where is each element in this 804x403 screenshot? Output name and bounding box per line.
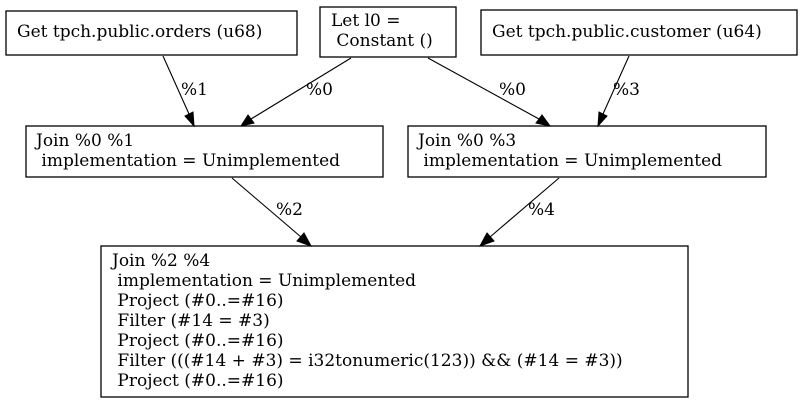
node-join-0-3-line-1: Join %0 %3 — [416, 131, 516, 151]
node-get-customer: Get tpch.public.customer (u64) — [480, 9, 798, 56]
node-join-2-4-line-1: Join %2 %4 — [110, 251, 210, 271]
edge-customer-to-join03: %3 — [597, 55, 640, 128]
node-join-2-4-line-7: Project (#0..=#16) — [112, 371, 284, 391]
node-join-2-4-line-6: Filter (((#14 + #3) = i32tonumeric(123))… — [112, 351, 623, 371]
arrowhead-icon — [184, 111, 195, 128]
node-let-l0-line-1: Let l0 = — [331, 11, 401, 31]
arrowhead-icon — [478, 232, 495, 247]
edge-label-percent-0-right: %0 — [499, 80, 526, 100]
node-join-2-4-line-2: implementation = Unimplemented — [112, 271, 416, 291]
node-get-customer-line-1: Get tpch.public.customer (u64) — [492, 22, 762, 42]
node-join-2-4: Join %2 %4 implementation = Unimplemente… — [100, 245, 689, 398]
edge-join03-to-join24: %4 — [478, 177, 560, 247]
node-join-0-1: Join %0 %1 implementation = Unimplemente… — [25, 125, 384, 178]
node-join-0-1-line-2: implementation = Unimplemented — [36, 151, 340, 171]
edge-let-to-join03: %0 — [427, 57, 552, 127]
node-join-0-3-line-2: implementation = Unimplemented — [418, 151, 722, 171]
node-let-l0: Let l0 = Constant () — [319, 6, 457, 58]
node-join-0-3: Join %0 %3 implementation = Unimplemente… — [407, 125, 767, 178]
arrowhead-icon — [239, 114, 255, 127]
edge-label-percent-0-left: %0 — [306, 80, 333, 100]
node-join-0-1-line-1: Join %0 %1 — [34, 131, 134, 151]
edge-join01-to-join24: %2 — [231, 177, 313, 247]
edge-label-percent-4: %4 — [528, 200, 555, 220]
edge-label-percent-3: %3 — [613, 80, 640, 100]
node-join-2-4-line-5: Project (#0..=#16) — [112, 331, 284, 351]
arrowhead-icon — [597, 111, 608, 128]
edge-let-to-join01: %0 — [239, 57, 352, 127]
node-join-2-4-line-4: Filter (#14 = #3) — [112, 311, 270, 331]
node-get-orders-line-1: Get tpch.public.orders (u68) — [17, 22, 262, 42]
arrowhead-icon — [296, 232, 313, 247]
edge-label-percent-2: %2 — [276, 200, 303, 220]
node-get-orders: Get tpch.public.orders (u68) — [5, 10, 298, 56]
node-join-2-4-line-3: Project (#0..=#16) — [112, 291, 284, 311]
node-let-l0-line-2: Constant () — [331, 31, 433, 51]
arrowhead-icon — [535, 114, 552, 127]
edge-label-percent-1: %1 — [181, 80, 208, 100]
edge-orders-to-join01: %1 — [162, 55, 208, 128]
